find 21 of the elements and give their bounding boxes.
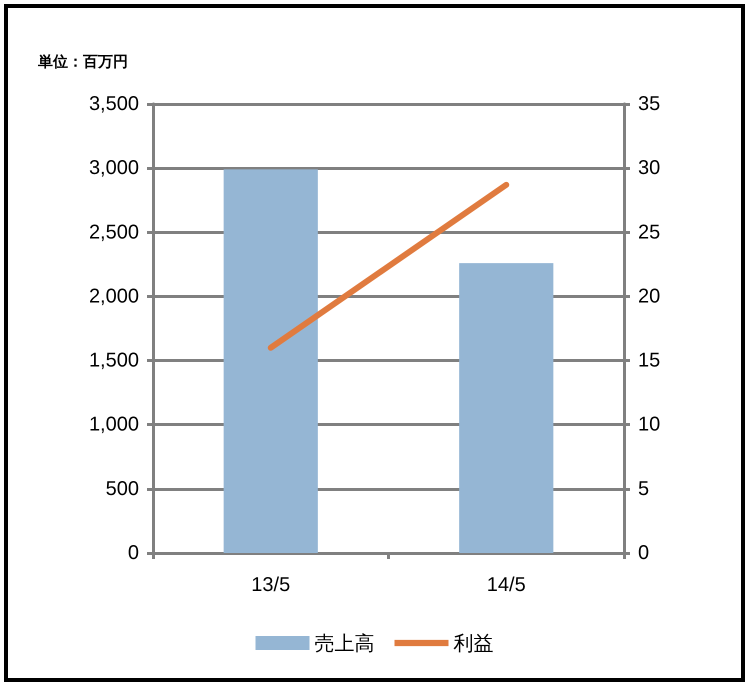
y2-tick-label: 20 [638,285,660,308]
legend-label: 利益 [454,631,494,655]
y2-tick-label: 10 [638,414,660,436]
y2-tick-label: 0 [638,542,650,564]
y-tick-label: 3,000 [88,157,139,180]
y-tick-label: 1,000 [88,414,139,436]
y-axis-title: 単位：百万円 [37,52,128,70]
y2-tick-label: 5 [638,478,650,500]
x-tick-label: 14/5 [486,574,526,596]
y-tick-label: 500 [106,478,139,500]
y-tick-label: 1,500 [88,350,139,372]
y2-tick-label: 35 [638,93,660,115]
y2-tick-label: 15 [638,350,660,372]
y-tick-label: 0 [128,542,139,564]
y-tick-label: 2,500 [88,221,139,244]
y-tick-label: 3,500 [88,93,139,115]
y2-tick-label: 30 [638,157,660,180]
y2-tick-label: 25 [638,221,660,244]
legend-label: 売上高 [314,631,374,655]
x-tick-label: 13/5 [251,574,290,596]
y-tick-label: 2,000 [88,285,139,308]
